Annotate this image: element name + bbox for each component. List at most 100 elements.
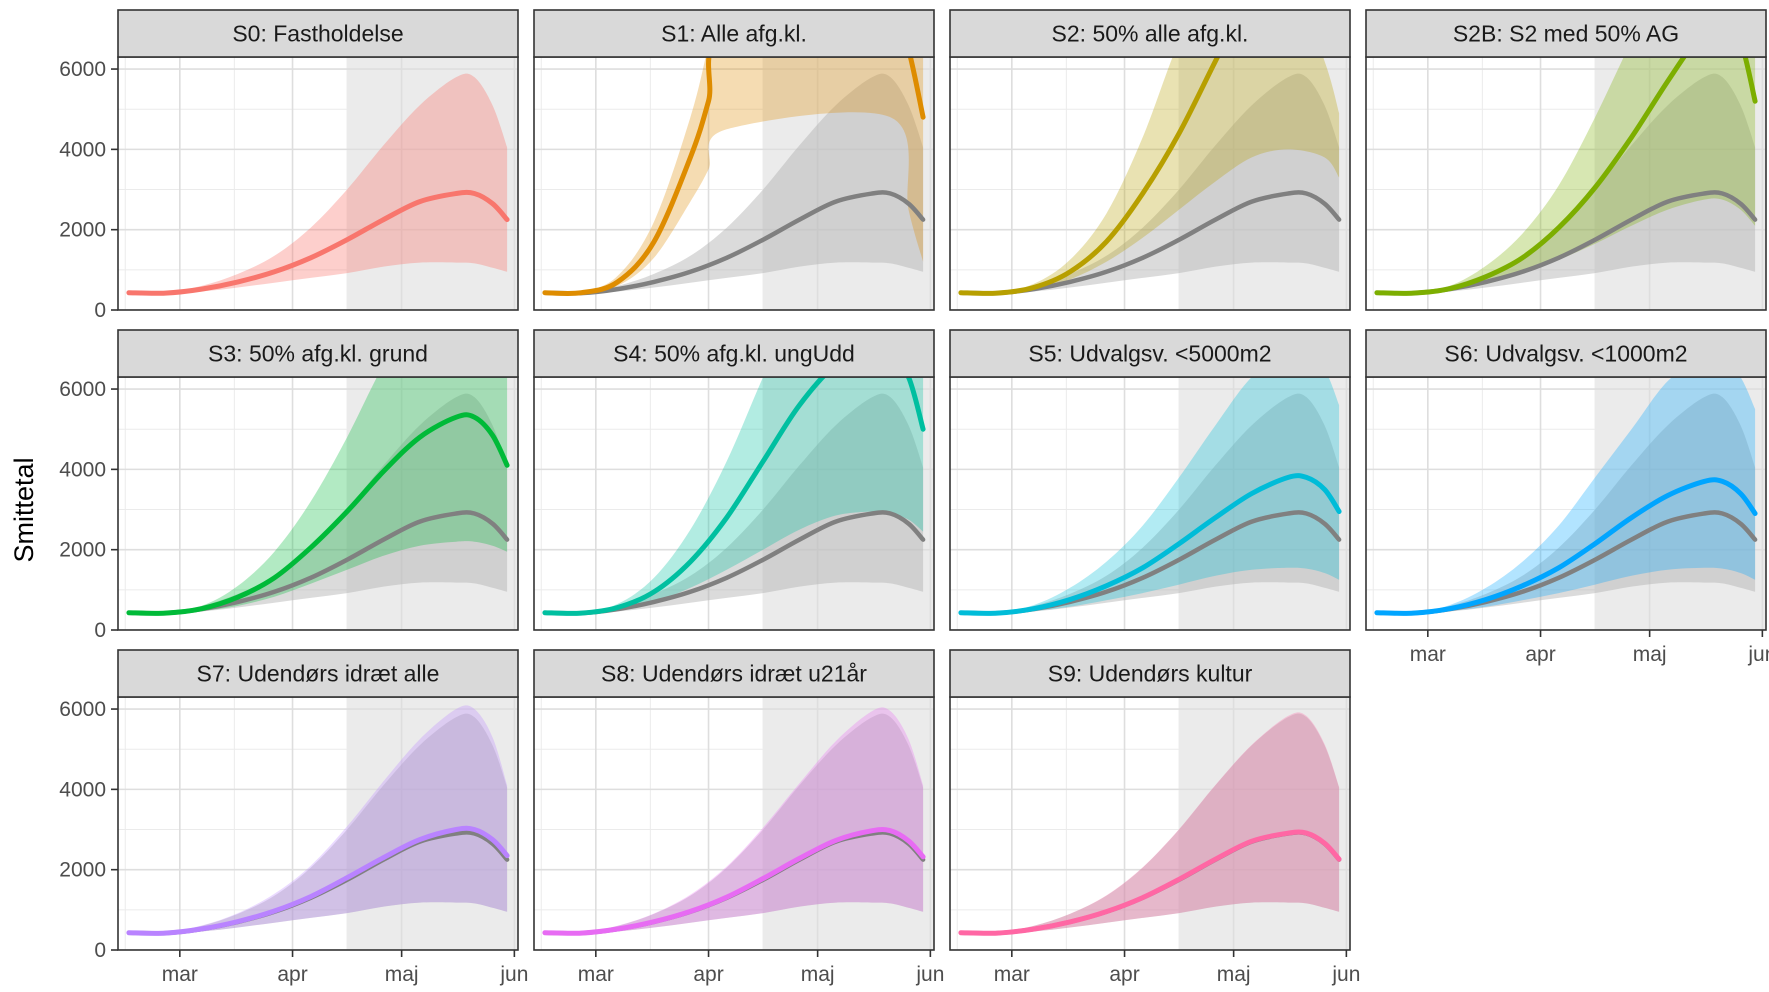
gridlines (118, 57, 518, 310)
facet-strip (533, 649, 935, 698)
plot-area (1374, 57, 1758, 296)
gridlines (118, 377, 518, 630)
scenario-line (542, 57, 926, 296)
x-axis: mar apr maj jun (994, 950, 1360, 986)
scenario-line (958, 829, 1342, 936)
y-tick-label: 2000 (59, 539, 106, 562)
gridlines (950, 377, 1350, 630)
panels: S0: Fastholdelse 0 2000 4000 6000 S1: Alle af… (59, 9, 1769, 986)
scenario-line (958, 57, 1221, 296)
baseline-ribbon (544, 713, 924, 934)
x-tick-label: apr (1109, 963, 1139, 986)
scenario-ribbon (1376, 377, 1756, 614)
y-axis: 0 2000 4000 6000 (59, 58, 118, 322)
shaded-period (1179, 57, 1350, 310)
plot-area (1374, 377, 1758, 616)
plot-area (542, 707, 926, 936)
baseline-ribbon (1376, 73, 1756, 294)
x-axis: mar apr maj jun (1410, 630, 1769, 666)
panel-2: S2: 50% alle afg.kl. (949, 9, 1351, 311)
shaded-period (763, 697, 934, 950)
x-tick-label: maj (801, 963, 835, 986)
facet-strip (949, 329, 1351, 378)
shaded-period (1179, 697, 1350, 950)
facet-strip (533, 9, 935, 58)
shaded-period (1595, 377, 1766, 630)
shaded-period (347, 377, 518, 630)
panel-7: S6: Udvalgsv. <1000m2 mar apr maj jun (1365, 329, 1769, 666)
plot-area (958, 712, 1342, 936)
plot-area (126, 73, 510, 296)
baseline-ribbon (544, 73, 924, 294)
y-tick-label: 0 (94, 299, 106, 322)
x-tick-label: maj (1217, 963, 1251, 986)
facet-strip (949, 649, 1351, 698)
plot-area (126, 377, 510, 616)
scenario-line (958, 473, 1342, 616)
shaded-period (1595, 57, 1766, 310)
y-tick-label: 4000 (59, 778, 106, 801)
panel-6: S5: Udvalgsv. <5000m2 (949, 329, 1351, 631)
gridlines (950, 57, 1350, 310)
y-tick-label: 0 (94, 619, 106, 642)
x-axis: mar apr maj jun (578, 950, 944, 986)
baseline-line (542, 190, 926, 296)
scenario-ribbon (128, 73, 508, 294)
shaded-period (347, 697, 518, 950)
plot-area (542, 57, 926, 296)
y-tick-label: 6000 (59, 698, 106, 721)
scenario-line (126, 189, 510, 296)
scenario-ribbon (960, 377, 1340, 614)
facet-title: S0: Fastholdelse (232, 21, 403, 47)
y-axis: 0 2000 4000 6000 (59, 378, 118, 642)
panel-3: S2B: S2 med 50% AG (1365, 9, 1767, 311)
y-tick-label: 4000 (59, 458, 106, 481)
y-tick-label: 6000 (59, 378, 106, 401)
baseline-ribbon (960, 73, 1340, 294)
y-axis-title: Smittetal (9, 457, 39, 562)
facet-strip (117, 649, 519, 698)
baseline-ribbon (960, 393, 1340, 614)
x-tick-label: jun (499, 963, 528, 986)
plot-area (542, 377, 926, 616)
scenario-ribbon (128, 377, 508, 614)
x-tick-label: mar (578, 963, 614, 986)
scenario-line (1374, 57, 1758, 296)
panel-9: S8: Udendørs idræt u21år mar apr maj jun (533, 649, 944, 986)
shaded-period (347, 57, 518, 310)
x-axis: mar apr maj jun (162, 950, 528, 986)
x-tick-label: mar (1410, 643, 1446, 666)
scenario-line (542, 827, 926, 936)
gridlines (950, 697, 1350, 950)
baseline-ribbon (960, 713, 1340, 934)
shaded-period (763, 57, 934, 310)
x-tick-label: jun (1331, 963, 1360, 986)
gridlines (534, 57, 934, 310)
gridlines (1366, 57, 1766, 310)
y-tick-label: 2000 (59, 859, 106, 882)
baseline-ribbon (544, 393, 924, 614)
x-tick-label: mar (162, 963, 198, 986)
shaded-period (1179, 377, 1350, 630)
y-axis: 0 2000 4000 6000 (59, 698, 118, 962)
panel-4: S3: 50% afg.kl. grund 0 2000 4000 6000 (59, 329, 519, 642)
facet-strip (533, 329, 935, 378)
x-tick-label: apr (1525, 643, 1555, 666)
facet-title: S9: Udendørs kultur (1048, 661, 1253, 687)
panel-10: S9: Udendørs kultur mar apr maj jun (949, 649, 1360, 986)
facet-strip (1365, 329, 1767, 378)
scenario-line (126, 412, 510, 616)
facet-title: S4: 50% afg.kl. ungUdd (613, 341, 855, 367)
scenario-line (542, 377, 926, 616)
scenario-ribbon (960, 712, 1340, 934)
facet-title: S3: 50% afg.kl. grund (208, 341, 428, 367)
x-tick-label: jun (1747, 643, 1769, 666)
baseline-ribbon (1376, 393, 1756, 614)
scenario-ribbon (544, 57, 924, 294)
facet-title: S8: Udendørs idræt u21år (601, 661, 867, 687)
baseline-ribbon (128, 393, 508, 614)
scenario-ribbon (960, 57, 1340, 294)
facet-strip (1365, 9, 1767, 58)
scenario-ribbon (1376, 57, 1756, 294)
